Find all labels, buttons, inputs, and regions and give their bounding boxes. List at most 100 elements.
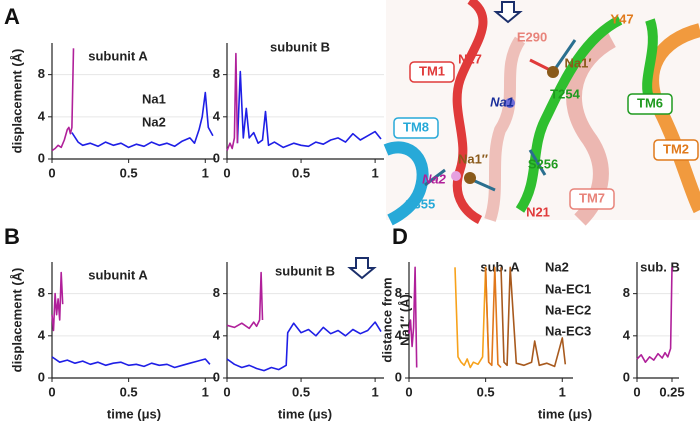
x-tick-label: 0 bbox=[223, 165, 230, 180]
x-tick-label: 0 bbox=[48, 165, 55, 180]
x-tick-label: 0.5 bbox=[292, 165, 310, 180]
y-axis-label: distance from bbox=[379, 277, 394, 362]
x-tick-label: 0 bbox=[48, 384, 55, 399]
side-chain bbox=[424, 168, 446, 187]
y-tick-label: 0 bbox=[213, 369, 220, 384]
x-tick-label: 1 bbox=[559, 384, 566, 399]
structure-label: S355 bbox=[405, 196, 435, 211]
label-box bbox=[393, 117, 439, 139]
structure-image: TM1 N27 E290 Y47 Na1′ TM8 Na1 T254 TM6 Na2 Na1′′ S2… bbox=[383, 0, 700, 226]
x-tick-label: 1 bbox=[202, 165, 209, 180]
y-axis-label: displacement (Å) bbox=[9, 268, 24, 373]
y-tick-label: 0 bbox=[213, 150, 220, 165]
axis-line bbox=[408, 262, 573, 379]
structure-label: Na2 bbox=[422, 171, 447, 186]
y-tick-label: 8 bbox=[395, 285, 402, 300]
y-tick-label: 4 bbox=[623, 327, 631, 342]
chart-title: sub. B bbox=[640, 259, 680, 274]
structure-label: T254 bbox=[550, 86, 580, 101]
axis-line bbox=[226, 262, 384, 379]
structure-label: Y47 bbox=[610, 11, 633, 26]
x-tick-label: 0.25 bbox=[659, 384, 684, 399]
y-tick-label: 4 bbox=[38, 108, 46, 123]
y-tick-label: 0 bbox=[395, 369, 402, 384]
y-tick-label: 8 bbox=[38, 66, 45, 81]
data-line bbox=[51, 356, 211, 369]
axis-line bbox=[51, 262, 216, 379]
x-tick-label: 0.5 bbox=[120, 384, 138, 399]
structure-label: S256 bbox=[528, 156, 558, 171]
y-tick-label: 8 bbox=[623, 285, 630, 300]
structure-label: TM8 bbox=[403, 119, 429, 134]
data-line bbox=[226, 271, 264, 330]
y-tick-label: 4 bbox=[395, 327, 403, 342]
ion-sphere bbox=[547, 66, 559, 78]
structure-label: TM2 bbox=[663, 141, 689, 156]
x-tick-label: 0.5 bbox=[120, 165, 138, 180]
ion-sphere bbox=[505, 98, 515, 108]
x-tick-label: 0 bbox=[405, 384, 412, 399]
data-line bbox=[484, 266, 502, 369]
legend-label: Na1 bbox=[142, 91, 166, 106]
y-tick-label: 4 bbox=[213, 108, 221, 123]
data-line bbox=[236, 70, 382, 149]
chart-title: subunit A bbox=[88, 48, 148, 63]
panel-letter: A bbox=[4, 4, 20, 29]
y-axis-label: displacement (Å) bbox=[9, 49, 24, 154]
arrow bbox=[493, 1, 523, 24]
ion-sphere bbox=[451, 171, 461, 181]
data-line bbox=[226, 52, 239, 151]
chart-title: subunit A bbox=[88, 267, 148, 282]
y-tick-label: 8 bbox=[213, 66, 220, 81]
data-line bbox=[454, 266, 490, 369]
structure-label: Na1′′ bbox=[458, 151, 488, 166]
panel-letter: D bbox=[392, 224, 408, 249]
legend-label: Na2 bbox=[142, 114, 166, 129]
legend-label: Na-EC3 bbox=[545, 323, 591, 338]
y-tick-label: 4 bbox=[213, 327, 221, 342]
x-axis-label: time (μs) bbox=[107, 406, 161, 421]
helix-tm5 bbox=[484, 36, 526, 222]
structure-label: E290 bbox=[517, 29, 547, 44]
y-tick-label: 8 bbox=[213, 285, 220, 300]
structure-label: Na1 bbox=[490, 94, 514, 109]
label-box bbox=[627, 93, 673, 115]
chart-title: subunit B bbox=[275, 263, 335, 278]
axis-line bbox=[226, 43, 384, 160]
structure-label: Na1′ bbox=[565, 55, 592, 70]
structure-label: N27 bbox=[458, 51, 482, 66]
x-axis-label: time (μs) bbox=[278, 406, 332, 421]
chart-title: subunit B bbox=[270, 39, 330, 54]
structure-label: N21 bbox=[526, 204, 550, 219]
y-tick-label: 8 bbox=[38, 285, 45, 300]
structure-label: TM7 bbox=[579, 190, 605, 205]
x-tick-label: 1 bbox=[371, 384, 378, 399]
y-tick-label: 4 bbox=[38, 327, 46, 342]
x-tick-label: 0.5 bbox=[477, 384, 495, 399]
label-box bbox=[409, 61, 455, 83]
legend-label: Na2 bbox=[545, 259, 569, 274]
data-line bbox=[51, 48, 75, 152]
label-box bbox=[653, 139, 699, 161]
y-tick-label: 0 bbox=[623, 369, 630, 384]
helix-tm8 bbox=[383, 141, 429, 226]
helix-tm6 bbox=[515, 15, 623, 213]
x-tick-label: 1 bbox=[371, 165, 378, 180]
x-tick-label: 0 bbox=[633, 384, 640, 399]
side-chain bbox=[528, 149, 547, 176]
panel-letter: B bbox=[4, 224, 20, 249]
data-line bbox=[226, 321, 382, 372]
arrow bbox=[347, 257, 377, 280]
label-box bbox=[569, 188, 615, 210]
legend-label: Na-EC2 bbox=[545, 302, 591, 317]
structure-label: TM1 bbox=[419, 63, 445, 78]
data-line bbox=[500, 266, 567, 368]
helix-tm6 bbox=[642, 18, 658, 103]
x-tick-label: 1 bbox=[202, 384, 209, 399]
data-line bbox=[408, 266, 418, 368]
data-line bbox=[51, 271, 64, 332]
data-line bbox=[71, 91, 214, 149]
x-tick-label: 0 bbox=[223, 384, 230, 399]
side-chain bbox=[529, 58, 551, 72]
